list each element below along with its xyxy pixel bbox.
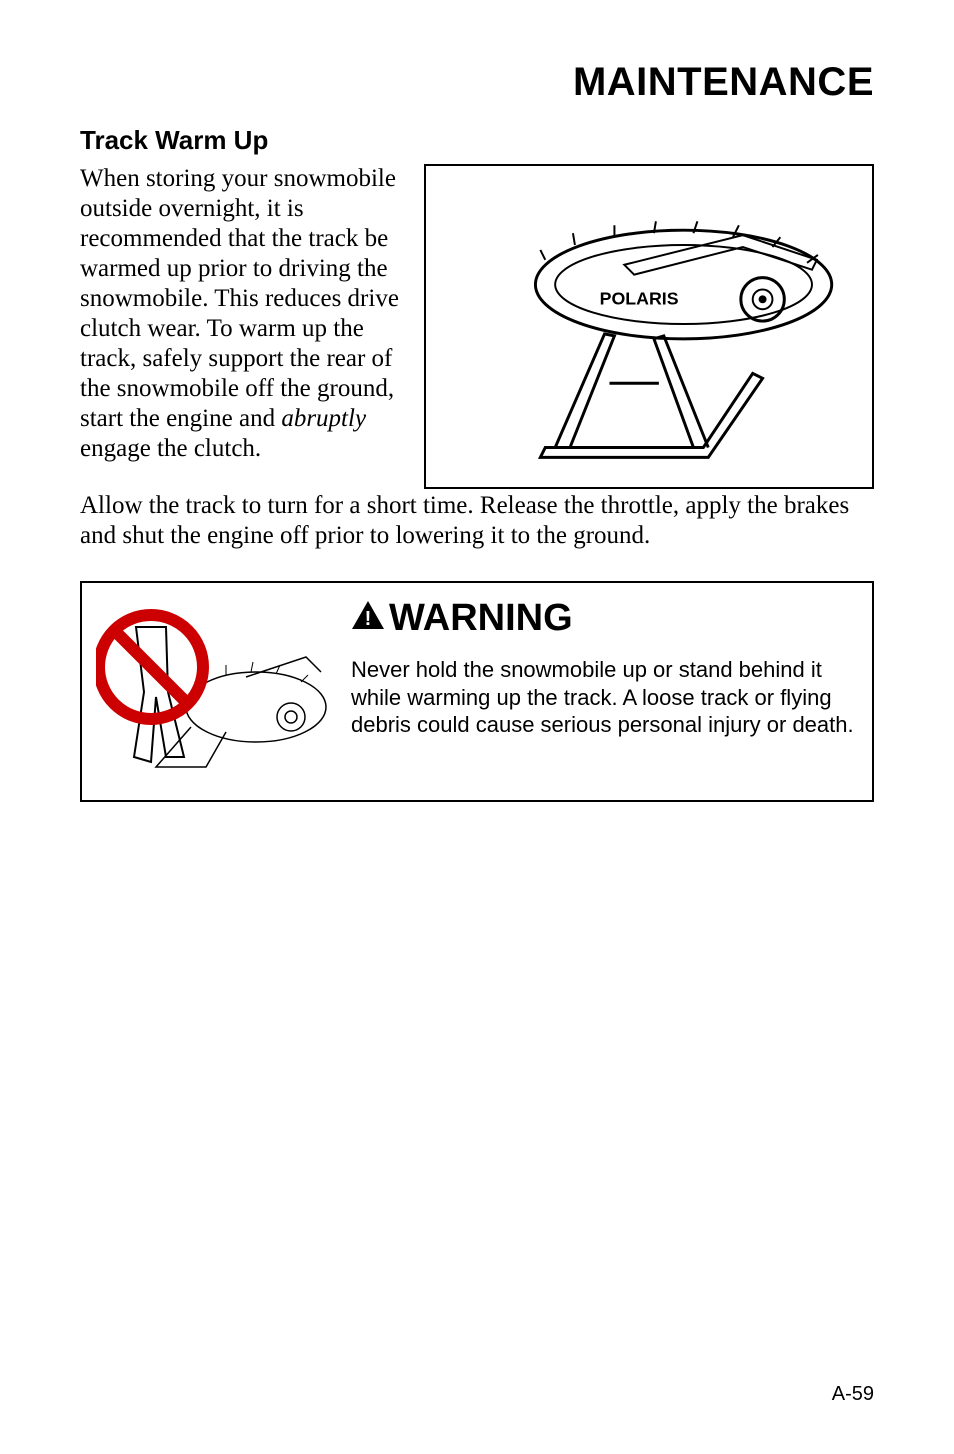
snowmobile-track-stand-icon: POLARIS	[426, 166, 872, 487]
body-italic: abruptly	[281, 405, 366, 432]
warning-box: ! WARNING Never hold the snowmobile up o…	[80, 581, 874, 802]
body-paragraph: When storing your snowmobile outside ove…	[80, 164, 404, 464]
body-text-2: engage the clutch.	[80, 435, 261, 462]
warning-body-text: Never hold the snowmobile up or stand be…	[351, 656, 854, 739]
body-text-1: When storing your snowmobile outside ove…	[80, 165, 399, 432]
warning-heading-text: WARNING	[389, 597, 573, 640]
after-paragraph: Allow the track to turn for a short time…	[80, 491, 874, 551]
section-heading: Track Warm Up	[80, 125, 874, 156]
body-row: When storing your snowmobile outside ove…	[80, 164, 874, 489]
track-stand-illustration: POLARIS	[424, 164, 874, 489]
warning-heading: ! WARNING	[351, 597, 854, 640]
document-page: MAINTENANCE Track Warm Up When storing y…	[0, 0, 954, 1454]
warning-illustration	[96, 597, 331, 782]
warning-content: ! WARNING Never hold the snowmobile up o…	[351, 597, 854, 739]
no-stand-behind-icon	[96, 597, 331, 777]
svg-text:POLARIS: POLARIS	[600, 288, 679, 308]
svg-text:!: !	[365, 608, 372, 630]
warning-triangle-icon: !	[351, 597, 385, 640]
page-title: MAINTENANCE	[80, 60, 874, 105]
page-number: A-59	[832, 1383, 874, 1406]
